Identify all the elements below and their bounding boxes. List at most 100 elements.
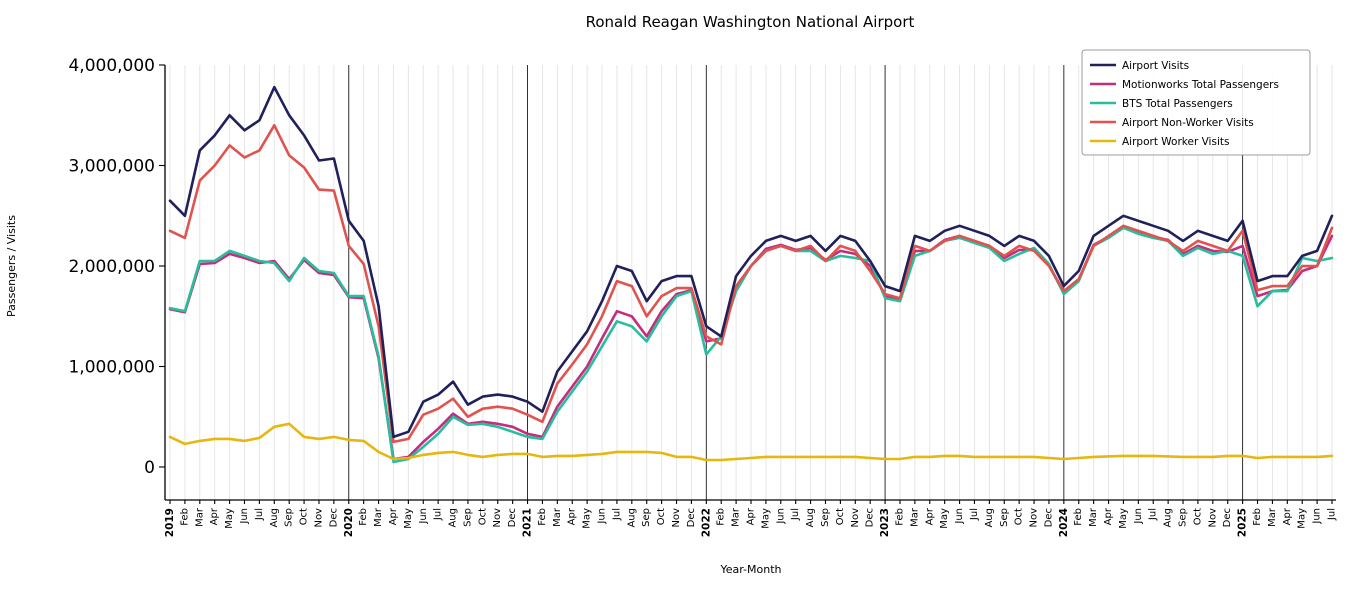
x-axis-label: Year-Month <box>719 563 781 576</box>
x-tick-label-month: Apr <box>1103 507 1114 525</box>
data-series <box>168 85 1334 464</box>
legend-item-label: BTS Total Passengers <box>1122 98 1233 110</box>
x-tick-label-month: May <box>939 508 950 529</box>
x-tick-label-month: Jun <box>418 508 429 525</box>
x-tick-label-month: Oct <box>835 508 846 525</box>
x-tick-label-month: Aug <box>626 508 637 528</box>
y-tick-label: 2,000,000 <box>68 257 155 277</box>
x-tick-label-month: Jul <box>1148 508 1159 521</box>
x-tick-label-month: Aug <box>448 508 459 528</box>
x-tick-label-year: 2025 <box>1237 508 1249 537</box>
x-tick-label-month: Sep <box>999 508 1010 527</box>
x-tick-label-month: Jul <box>611 508 622 521</box>
axes: 0 1,000,000 2,000,000 3,000,000 4,000,000 201… <box>68 56 1337 537</box>
x-tick-label-month: May <box>582 508 593 529</box>
legend-box <box>1081 49 1311 156</box>
legend-item-label: Airport Visits <box>1122 60 1189 72</box>
legend-item-label: Airport Worker Visits <box>1122 136 1229 148</box>
x-tick-label-month: Dec <box>686 508 697 527</box>
x-tick-label-month: Oct <box>299 508 310 525</box>
x-tick-label-month: Jun <box>775 508 786 525</box>
x-tick-label-year: 2020 <box>343 508 355 537</box>
y-tick-label: 0 <box>144 458 155 478</box>
x-tick-label-month: Oct <box>477 508 488 525</box>
x-tick-label-year: 2023 <box>879 508 891 537</box>
y-tick-label: 3,000,000 <box>68 157 155 177</box>
x-tick-label-month: Nov <box>313 508 324 528</box>
series-airport-visits <box>168 85 1334 439</box>
x-tick-label-month: Feb <box>1073 508 1084 526</box>
x-tick-label-month: Jun <box>954 508 965 525</box>
x-tick-label-month: Apr <box>388 507 399 525</box>
x-tick-label-year: 2019 <box>164 508 176 537</box>
x-tick-label-month: Dec <box>865 508 876 527</box>
legend: Airport Visits Motionworks Total Passenge… <box>1081 49 1311 156</box>
x-tick-label-month: Jun <box>597 508 608 525</box>
x-tick-label-month: Mar <box>194 507 205 527</box>
x-tick-label-month: Feb <box>716 508 727 526</box>
x-tick-label-month: Oct <box>656 508 667 525</box>
x-tick-label-month: Sep <box>462 508 473 527</box>
x-tick-label-year: 2022 <box>700 508 712 537</box>
x-tick-label-month: Dec <box>328 508 339 527</box>
x-tick-label-month: Mar <box>1088 507 1099 527</box>
x-tick-label-month: Aug <box>1163 508 1174 528</box>
x-tick-label-month: Jul <box>433 508 444 521</box>
series-airport-worker-visits <box>168 422 1334 462</box>
x-tick-label-month: Jul <box>969 508 980 521</box>
x-tick-label-month: Aug <box>269 508 280 528</box>
x-tick-label-month: Feb <box>358 508 369 526</box>
x-tick-label-year: 2021 <box>522 508 534 537</box>
legend-item-label: Motionworks Total Passengers <box>1122 79 1279 91</box>
x-tick-label-month: Nov <box>1029 508 1040 528</box>
y-tick-label: 4,000,000 <box>68 56 155 76</box>
x-tick-label-month: Jun <box>1312 508 1323 525</box>
x-tick-label-month: Sep <box>1178 508 1189 527</box>
x-tick-label-month: Sep <box>284 508 295 527</box>
x-tick-label-month: Jun <box>239 508 250 525</box>
x-tick-label-month: Feb <box>894 508 905 526</box>
x-tick-label-month: Apr <box>746 507 757 525</box>
series-airport-non-worker-visits <box>168 124 1334 444</box>
x-tick-label-month: Nov <box>492 508 503 528</box>
x-tick-label-month: Jul <box>254 508 265 521</box>
x-tick-label-month: Sep <box>820 508 831 527</box>
y-axis-label: Passengers / Visits <box>5 215 18 317</box>
legend-item-label: Airport Non-Worker Visits <box>1122 117 1254 129</box>
x-tick-label-month: Dec <box>1222 508 1233 527</box>
y-tick-label: 1,000,000 <box>68 358 155 378</box>
x-tick-label-month: May <box>1297 508 1308 529</box>
x-tick-label-month: Mar <box>909 507 920 527</box>
x-tick-label-month: Jul <box>790 508 801 521</box>
x-tick-label-month: Mar <box>731 507 742 527</box>
x-tick-label-month: Apr <box>1282 507 1293 525</box>
chart-title: Ronald Reagan Washington National Airpor… <box>586 13 915 31</box>
x-tick-label-month: Mar <box>1267 507 1278 527</box>
x-tick-label-month: Feb <box>1252 508 1263 526</box>
x-tick-label-month: Jul <box>1327 508 1338 521</box>
x-tick-label-month: May <box>224 508 235 529</box>
x-tick-label-month: Mar <box>373 507 384 527</box>
x-tick-label-year: 2024 <box>1058 508 1070 537</box>
x-tick-label-month: Aug <box>805 508 816 528</box>
x-tick-label-month: May <box>403 508 414 529</box>
x-tick-label-month: Apr <box>209 507 220 525</box>
x-tick-label-month: Oct <box>1192 508 1203 525</box>
x-tick-label-month: Sep <box>641 508 652 527</box>
x-tick-label-month: Jun <box>1133 508 1144 525</box>
x-tick-label-month: Apr <box>924 507 935 525</box>
x-tick-label-month: Nov <box>671 508 682 528</box>
x-tick-label-month: Oct <box>1014 508 1025 525</box>
x-tick-label-month: Dec <box>1043 508 1054 527</box>
x-tick-label-month: Feb <box>537 508 548 526</box>
x-tick-label-month: Apr <box>567 507 578 525</box>
x-tick-label-month: May <box>760 508 771 529</box>
x-tick-label-month: Mar <box>552 507 563 527</box>
x-tick-label-month: Nov <box>850 508 861 528</box>
x-tick-label-month: Feb <box>179 508 190 526</box>
x-tick-label-month: Nov <box>1207 508 1218 528</box>
x-tick-label-month: May <box>1118 508 1129 529</box>
x-tick-label-month: Dec <box>507 508 518 527</box>
